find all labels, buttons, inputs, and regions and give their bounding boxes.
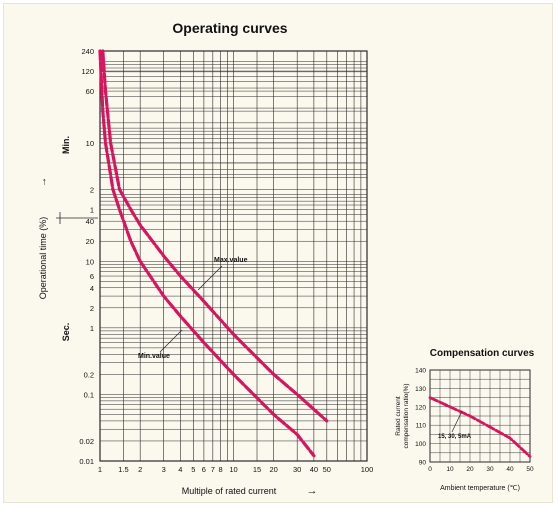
max-value-leader: [197, 265, 223, 291]
compensation-ticks: 0 10 20 30 40 50 90 100 110 120 130 140 Ambient temp…: [395, 368, 534, 493]
y-tick-label-sec: 20: [86, 237, 94, 246]
labels: Max.value Min.value: [138, 257, 248, 360]
comp-y-tick-label: 140: [415, 368, 426, 375]
y-tick-label-sec: 6: [90, 272, 94, 281]
comp-y-tick-label: 110: [416, 423, 427, 430]
x-tick-label: 3: [162, 465, 166, 474]
comp-y-axis-title-line2: compensation ratio(%): [403, 383, 410, 448]
comp-y-tick-label: 130: [415, 386, 426, 393]
y-tick-label-min: 2: [90, 185, 94, 194]
x-tick-label: 50: [323, 465, 331, 474]
comp-x-tick-label: 30: [486, 466, 494, 473]
y-tick-label-sec: 1: [90, 324, 94, 333]
x-axis-title: Multiple of rated current: [182, 486, 277, 496]
min-section-label: Min.: [61, 136, 71, 154]
max-value-label: Max.value: [214, 257, 248, 264]
compensation-curve-group: 15, 30, 5mA: [428, 396, 532, 458]
comp-x-tick-label: 20: [466, 466, 474, 473]
comp-y-axis-title-line1: Rated current: [395, 396, 402, 436]
comp-x-tick-label: 0: [428, 466, 432, 473]
compensation-series-label: 15, 30, 5mA: [438, 434, 472, 440]
comp-y-tick-label: 90: [419, 460, 427, 467]
operating-curves-title: Operating curves: [172, 20, 288, 36]
min-value-curve: [98, 49, 316, 458]
y-tick-label-sec: 10: [86, 257, 94, 266]
comp-y-tick-label: 100: [415, 441, 426, 448]
comp-x-tick-label: 50: [526, 466, 534, 473]
x-tick-label: 4: [178, 465, 182, 474]
x-tick-label: 1.5: [118, 465, 128, 474]
y-tick-label-sec: 0.2: [84, 370, 94, 379]
y-tick-label-min: 240: [81, 47, 94, 56]
operating-grid: [56, 50, 368, 462]
compensation-grid: [429, 369, 531, 463]
y-tick-label-sec: 40: [86, 217, 94, 226]
min-value-label: Min.value: [138, 353, 170, 360]
compensation-curve: [428, 396, 532, 458]
compensation-curves-title: Compensation curves: [429, 348, 535, 359]
operating-ticks: 1 1.5 2 3 4 5 6 7 8 10 15 20 30 40 50 10024012060102140…: [38, 47, 373, 497]
comp-x-tick-label: 40: [506, 466, 514, 473]
x-tick-label: 15: [253, 465, 261, 474]
comp-x-tick-label: 10: [446, 466, 454, 473]
comp-y-tick-label: 120: [415, 404, 426, 411]
y-tick-label-sec: 4: [90, 284, 94, 293]
x-tick-label: 30: [293, 465, 301, 474]
y-tick-label-sec: 0.01: [79, 457, 94, 466]
max-value-curve: [101, 49, 329, 423]
y-tick-label-min: 120: [81, 67, 94, 76]
x-tick-label: 6: [202, 465, 206, 474]
x-tick-label: 8: [218, 465, 222, 474]
x-tick-label: 5: [191, 465, 195, 474]
y-tick-label-sec: 0.02: [79, 437, 94, 446]
min-value-leader: [159, 329, 183, 353]
compensation-leader: [451, 410, 463, 433]
operating-curves: [98, 49, 329, 458]
x-tick-label: 20: [270, 465, 278, 474]
comp-x-axis-title: Ambient temperature (℃): [440, 485, 520, 492]
x-tick-label: 2: [138, 465, 142, 474]
y-tick-label-min: 1: [90, 205, 94, 214]
x-tick-label: 10: [229, 465, 237, 474]
sec-section-label: Sec.: [61, 323, 71, 342]
x-tick-label: 40: [310, 465, 318, 474]
y-axis-title: Operational time (%): [38, 217, 48, 300]
y-tick-label-min: 10: [86, 139, 94, 148]
y-tick-label-min: 60: [86, 87, 94, 96]
x-tick-label: 100: [361, 465, 374, 474]
x-tick-label: 7: [211, 465, 215, 474]
x-tick-label: 1: [98, 465, 102, 474]
y-axis-arrow: →: [38, 177, 49, 187]
x-axis-arrow: →: [307, 485, 318, 497]
y-tick-label-sec: 0.1: [84, 390, 94, 399]
y-tick-label-sec: 2: [90, 304, 94, 313]
